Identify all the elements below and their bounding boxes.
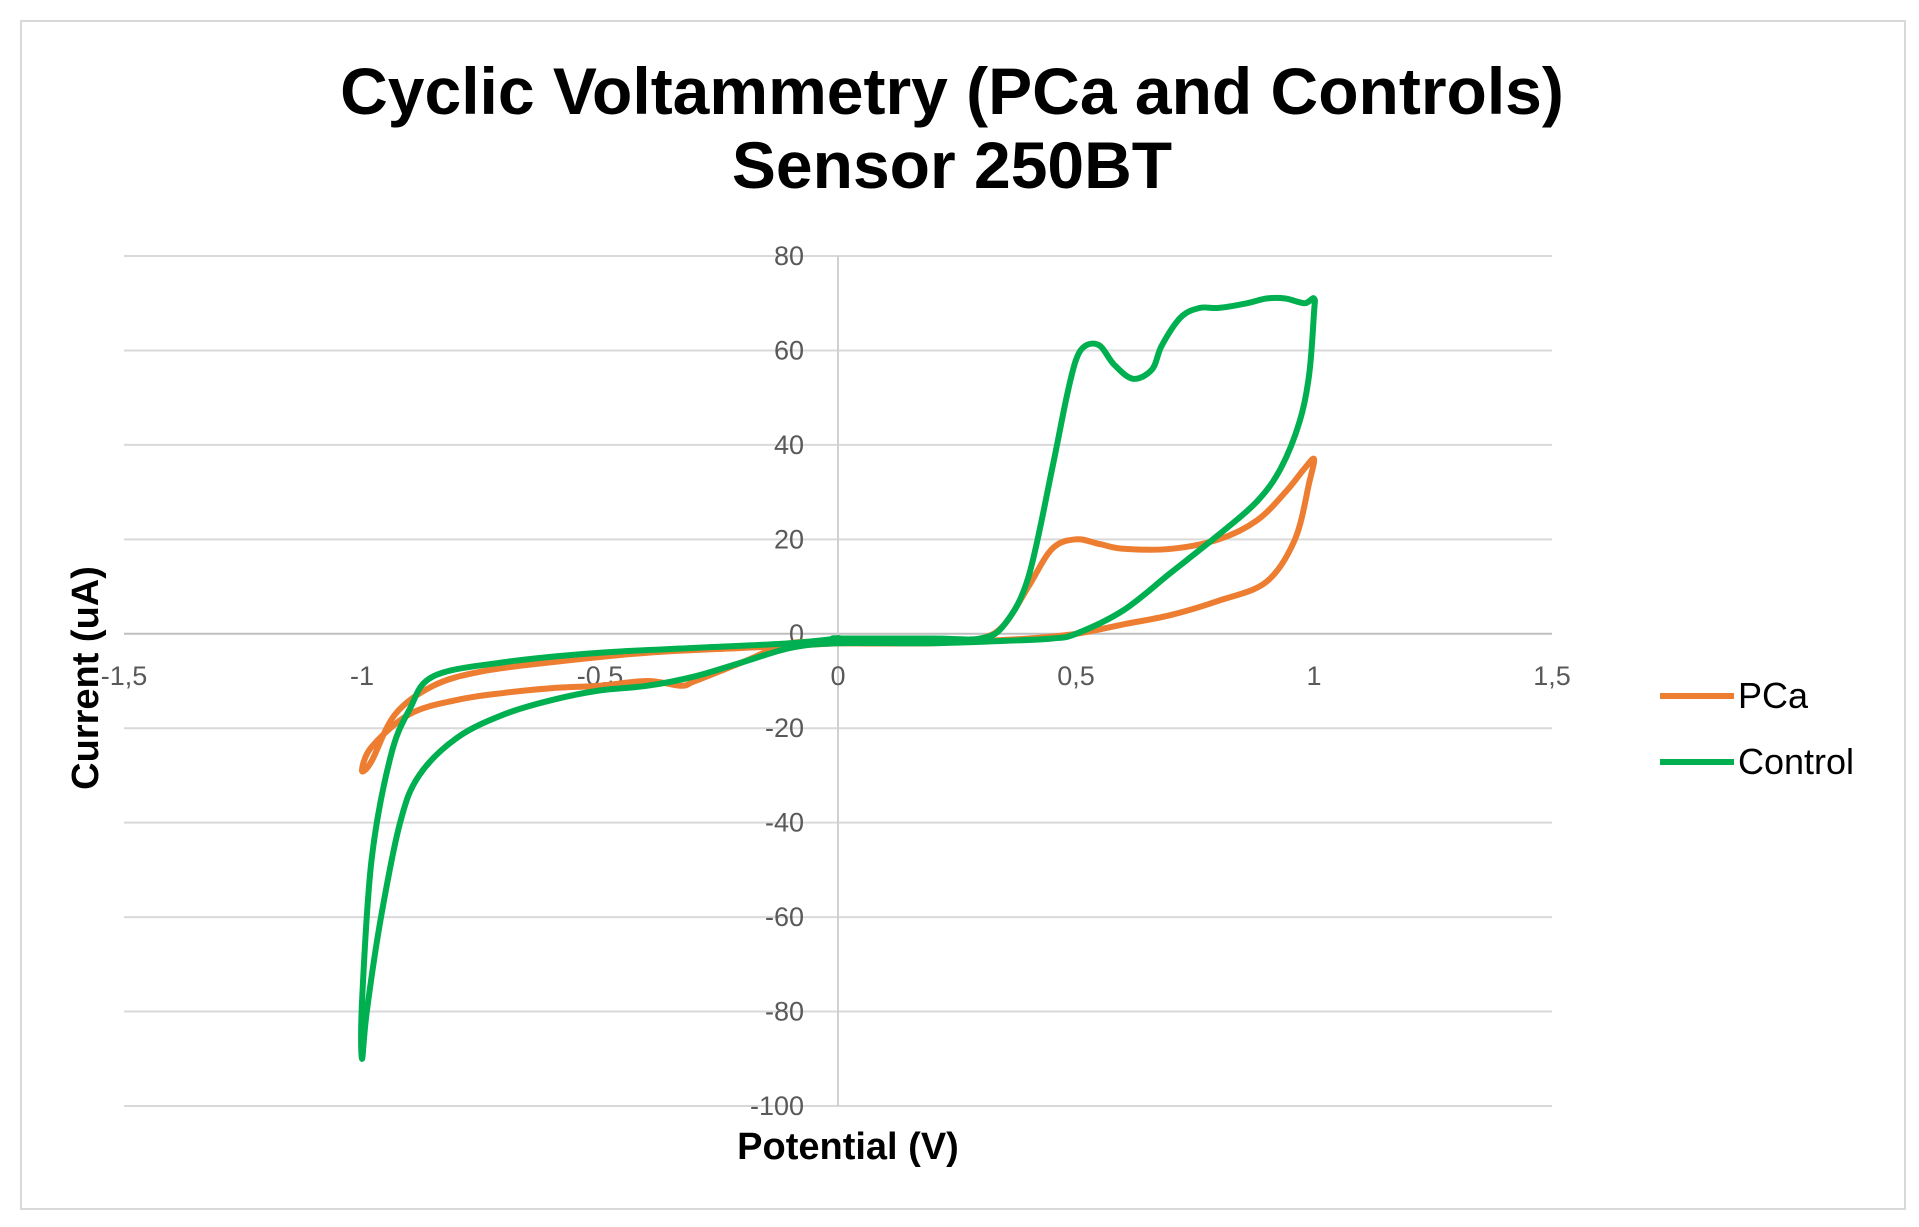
x-tick-label: -1 — [350, 661, 374, 691]
legend-control-label: Control — [1738, 741, 1854, 782]
x-tick-label: 0,5 — [1057, 661, 1095, 691]
x-tick-label: 1 — [1306, 661, 1321, 691]
chart-svg: Cyclic Voltammetry (PCa and Controls) Se… — [65, 54, 1854, 1168]
y-tick-label: 80 — [774, 241, 804, 271]
chart-title-line-2: Sensor 250BT — [732, 128, 1172, 202]
y-tick-label: 40 — [774, 430, 804, 460]
x-tick-label: 1,5 — [1533, 661, 1571, 691]
legend: PCa Control — [1660, 675, 1854, 782]
x-axis-title: Potential (V) — [737, 1126, 959, 1168]
y-axis-title: Current (uA) — [65, 566, 107, 790]
series-layer — [358, 294, 1318, 1062]
y-tick-label: 20 — [774, 524, 804, 554]
y-tick-label: -20 — [765, 713, 804, 743]
chart-frame: Cyclic Voltammetry (PCa and Controls) Se… — [20, 20, 1906, 1210]
y-tick-label: -100 — [750, 1091, 804, 1121]
axis-layer — [124, 256, 1552, 1106]
x-tick-label: -1,5 — [101, 661, 148, 691]
chart-title-line-1: Cyclic Voltammetry (PCa and Controls) — [340, 54, 1564, 128]
y-tick-label: 60 — [774, 335, 804, 365]
y-tick-label: -40 — [765, 808, 804, 838]
y-tick-label: -80 — [765, 997, 804, 1027]
series-control-line — [358, 294, 1318, 1062]
legend-pca-label: PCa — [1738, 675, 1809, 716]
y-tick-label: -60 — [765, 902, 804, 932]
x-tick-label: 0 — [830, 661, 845, 691]
